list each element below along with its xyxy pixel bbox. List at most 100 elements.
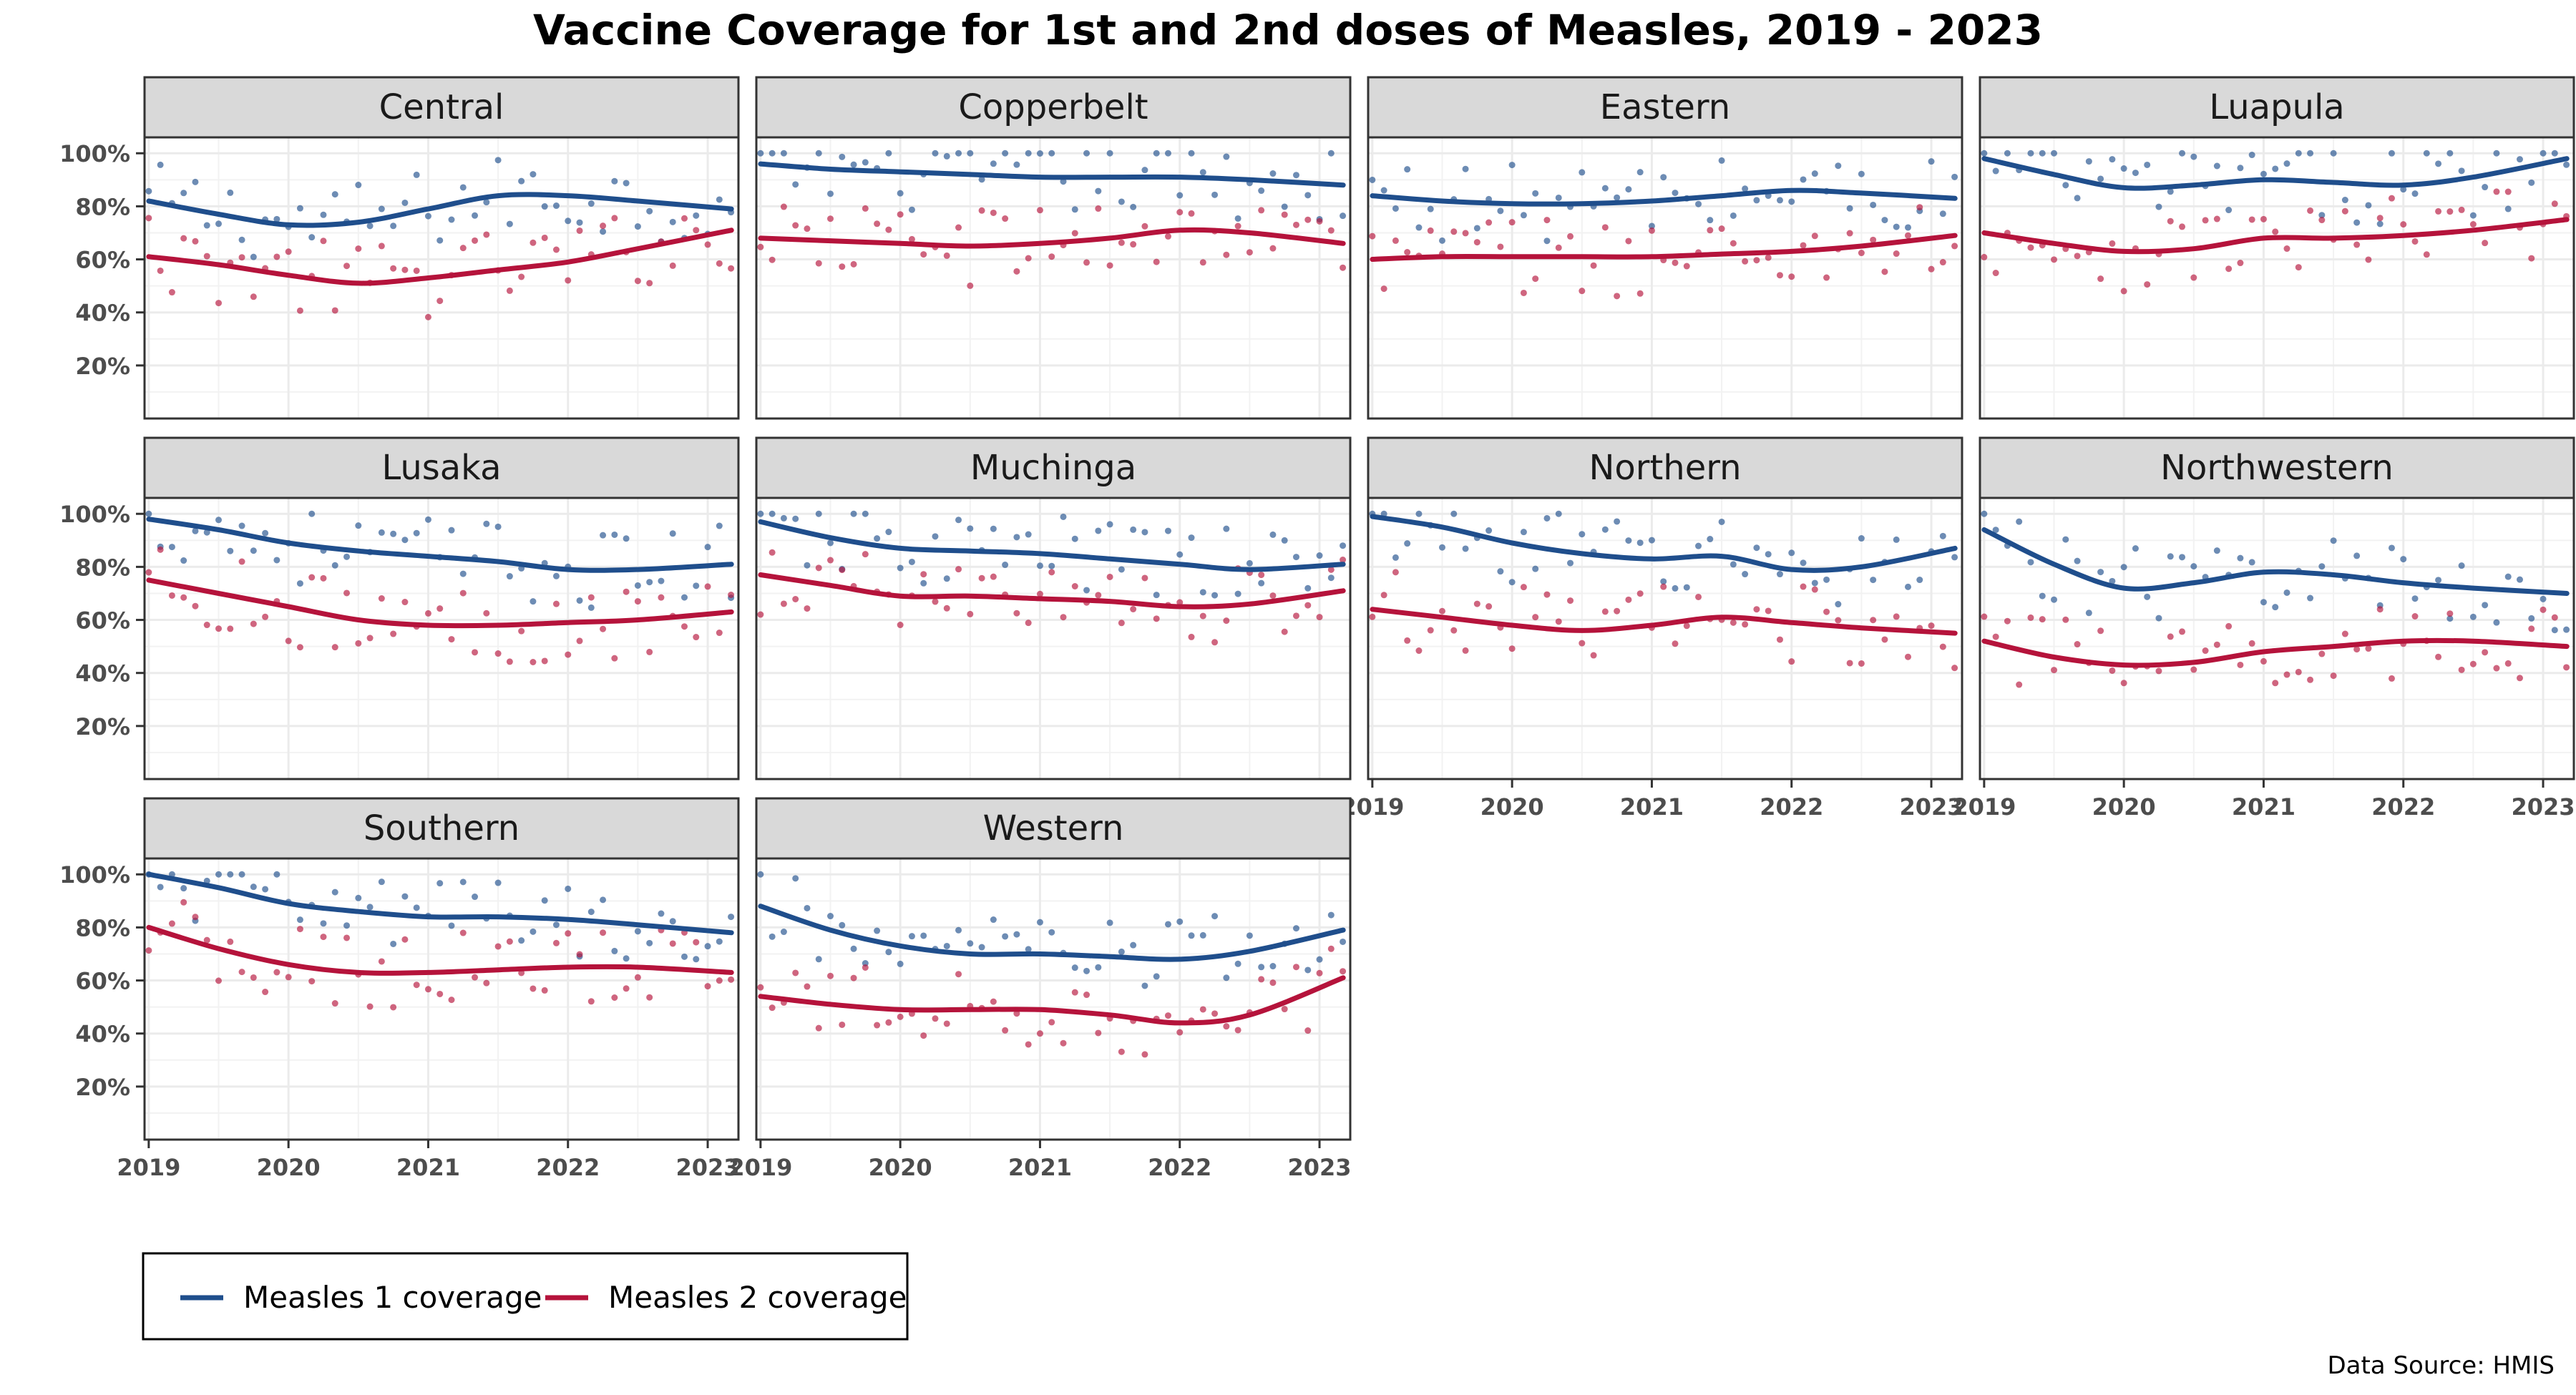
m2-point xyxy=(2411,612,2419,620)
x-tick-label: 2022 xyxy=(2371,793,2435,821)
m1-point xyxy=(436,237,444,244)
m2-point xyxy=(990,573,997,580)
m2-point xyxy=(1508,645,1516,652)
m2-point xyxy=(2051,667,2058,674)
m1-point xyxy=(1427,205,1434,212)
m2-point xyxy=(862,551,869,558)
m1-point xyxy=(587,200,595,207)
m2-point xyxy=(1951,243,1958,250)
m1-point xyxy=(827,913,834,920)
m1-point xyxy=(262,529,269,537)
m2-point xyxy=(459,929,467,936)
m1-point xyxy=(623,535,630,542)
y-tick-label: 40% xyxy=(75,1021,130,1048)
m1-point xyxy=(2213,547,2220,554)
m2-point xyxy=(262,989,269,996)
m1-point xyxy=(436,880,444,887)
m1-point xyxy=(273,557,280,564)
m1-point xyxy=(1648,222,1655,230)
m2-point xyxy=(2376,215,2384,222)
m1-point xyxy=(1928,158,1935,165)
m1-point xyxy=(541,897,548,904)
m1-point xyxy=(296,580,303,587)
m2-point xyxy=(296,644,303,651)
m1-point xyxy=(1188,534,1195,542)
m1-point xyxy=(1013,931,1020,938)
m2-point xyxy=(2272,680,2279,687)
m2-trend-line xyxy=(146,577,734,629)
m1-point xyxy=(2051,150,2058,157)
m2-point xyxy=(646,280,653,287)
m1-point xyxy=(2051,596,2058,603)
m1-point xyxy=(424,516,431,523)
m2-point xyxy=(273,253,280,260)
m2-point xyxy=(2551,200,2558,207)
m2-point xyxy=(967,610,974,617)
m1-point xyxy=(227,547,234,554)
m2-point xyxy=(1002,1027,1009,1034)
m1-point xyxy=(1141,529,1148,536)
m2-point xyxy=(815,564,822,572)
m2-point xyxy=(2295,264,2302,271)
m2-point xyxy=(634,598,641,605)
m2-point xyxy=(285,974,292,981)
m1-point xyxy=(1188,150,1195,157)
m1-point xyxy=(2027,559,2034,566)
m1-point xyxy=(1497,568,1504,575)
x-tick-label: 2022 xyxy=(1760,793,1823,821)
m1-point xyxy=(238,522,245,529)
m2-point xyxy=(1811,232,1818,240)
m2-point xyxy=(1858,660,1865,667)
m1-point xyxy=(1672,190,1679,197)
m2-point xyxy=(967,282,974,289)
m2-point xyxy=(401,599,409,606)
m2-point xyxy=(2388,195,2395,202)
facet-strip-label: Eastern xyxy=(1600,87,1730,127)
m1-point xyxy=(1625,186,1632,193)
m2-point xyxy=(693,939,700,946)
m2-point xyxy=(611,994,618,1001)
m1-point xyxy=(1211,592,1219,599)
m1-point xyxy=(2563,161,2570,168)
m2-point xyxy=(541,657,548,665)
m1-point xyxy=(2190,563,2197,570)
m2-point xyxy=(634,278,641,285)
m2-point xyxy=(2388,675,2395,682)
m1-point xyxy=(1415,224,1423,231)
m1-point xyxy=(494,523,502,530)
m1-point xyxy=(250,253,257,260)
m1-point xyxy=(2167,188,2174,195)
m1-point xyxy=(424,212,431,220)
m1-point xyxy=(874,535,881,542)
m2-trend-line xyxy=(1981,637,2570,668)
m2-point xyxy=(850,260,857,268)
m2-point xyxy=(1904,653,1911,660)
m1-point xyxy=(1025,531,1032,538)
m1-point xyxy=(378,529,385,536)
m2-point xyxy=(1153,615,1160,622)
m1-point xyxy=(792,875,799,882)
m1-point xyxy=(2516,156,2523,163)
m2-point xyxy=(704,983,711,990)
m2-point xyxy=(885,226,892,233)
m2-point xyxy=(576,227,583,234)
m2-point xyxy=(1223,617,1230,625)
y-tick-label: 40% xyxy=(75,300,130,327)
m2-point xyxy=(483,231,490,238)
m1-point xyxy=(1269,170,1277,177)
m2-point xyxy=(1048,1019,1055,1026)
m1-point xyxy=(1404,540,1411,547)
m2-point xyxy=(1707,227,1714,234)
m2-point xyxy=(1211,639,1219,646)
m1-point xyxy=(2353,552,2361,559)
m2-point xyxy=(1060,614,1067,621)
m1-point xyxy=(448,216,455,223)
m1-point xyxy=(2237,165,2244,172)
m2-point xyxy=(1846,660,1853,667)
m1-point xyxy=(459,184,467,191)
m1-point xyxy=(1753,197,1760,204)
m1-point xyxy=(2551,150,2558,157)
m1-point xyxy=(1316,552,1323,559)
m2-point xyxy=(978,207,985,214)
